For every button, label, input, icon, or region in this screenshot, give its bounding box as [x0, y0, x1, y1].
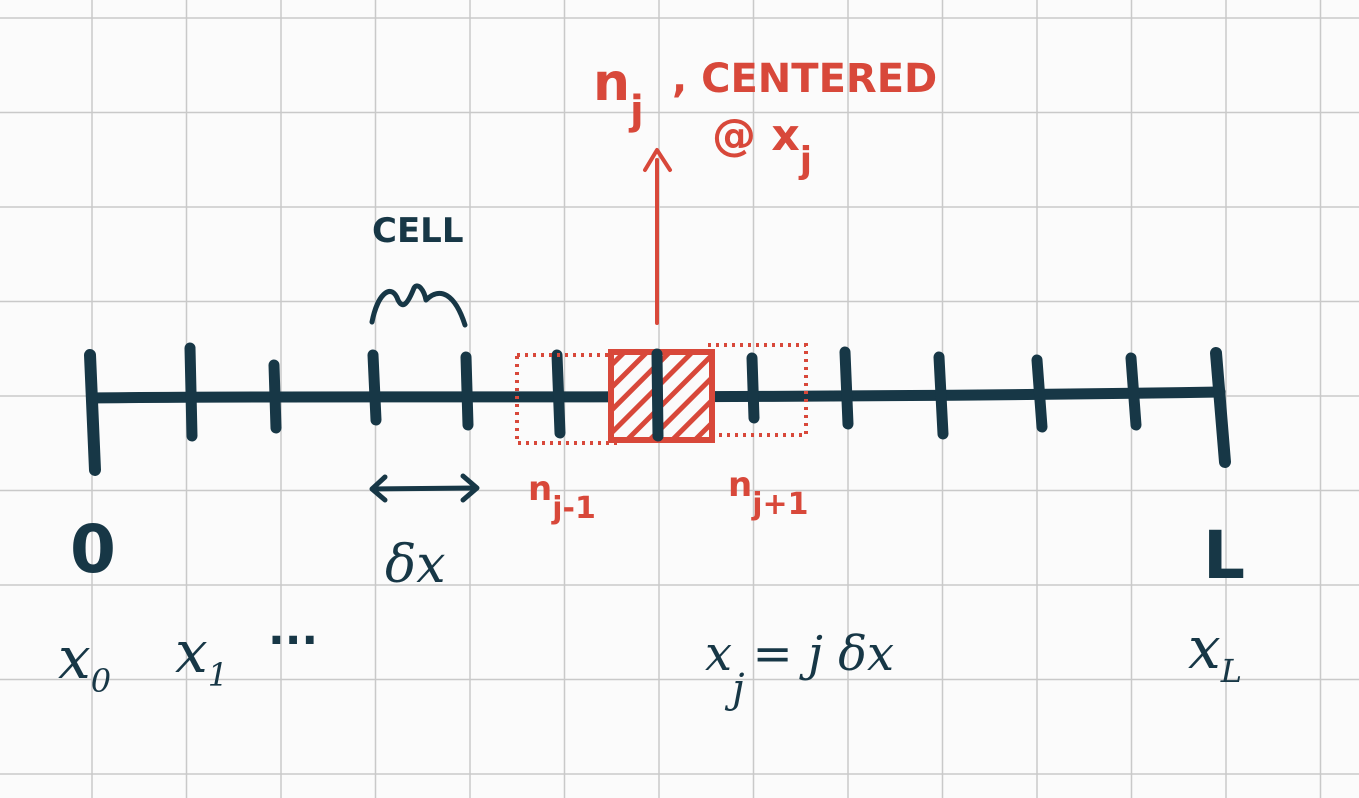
tick	[184, 342, 198, 442]
label-xL: xL	[1188, 614, 1242, 690]
spacing-double-arrow	[369, 473, 480, 503]
tick	[268, 359, 282, 434]
label-nj: nj	[593, 53, 644, 134]
left-neighbor-cell	[515, 353, 617, 445]
axis-ticks	[184, 342, 1142, 442]
label-origin: 0	[70, 511, 116, 588]
label-xj-equation: xj= j δx	[705, 626, 894, 712]
label-nj-minus-1: nj-1	[528, 469, 596, 526]
tick	[746, 352, 760, 424]
label-x0: x0	[58, 624, 111, 700]
label-x1: x1	[175, 618, 228, 694]
tick	[933, 351, 949, 440]
arrow-head-icon	[643, 148, 672, 172]
tick	[1031, 354, 1048, 433]
cell-brace	[369, 283, 468, 328]
label-cell: CELL	[372, 211, 464, 251]
label-centered: , CENTERED	[672, 56, 937, 102]
tick	[551, 349, 566, 439]
tick	[1125, 352, 1142, 431]
center-tick	[651, 348, 664, 442]
label-ellipsis: ···	[268, 615, 318, 666]
label-spacing: δx	[385, 535, 446, 595]
tick	[367, 349, 382, 426]
label-nj-plus-1: nj+1	[728, 465, 809, 522]
axis-start-bar	[84, 349, 101, 476]
tick	[460, 351, 474, 431]
tick	[839, 346, 854, 430]
label-end: L	[1203, 517, 1245, 594]
label-at-xj: @ xj	[712, 110, 812, 181]
axis-end-bar	[1210, 347, 1231, 468]
